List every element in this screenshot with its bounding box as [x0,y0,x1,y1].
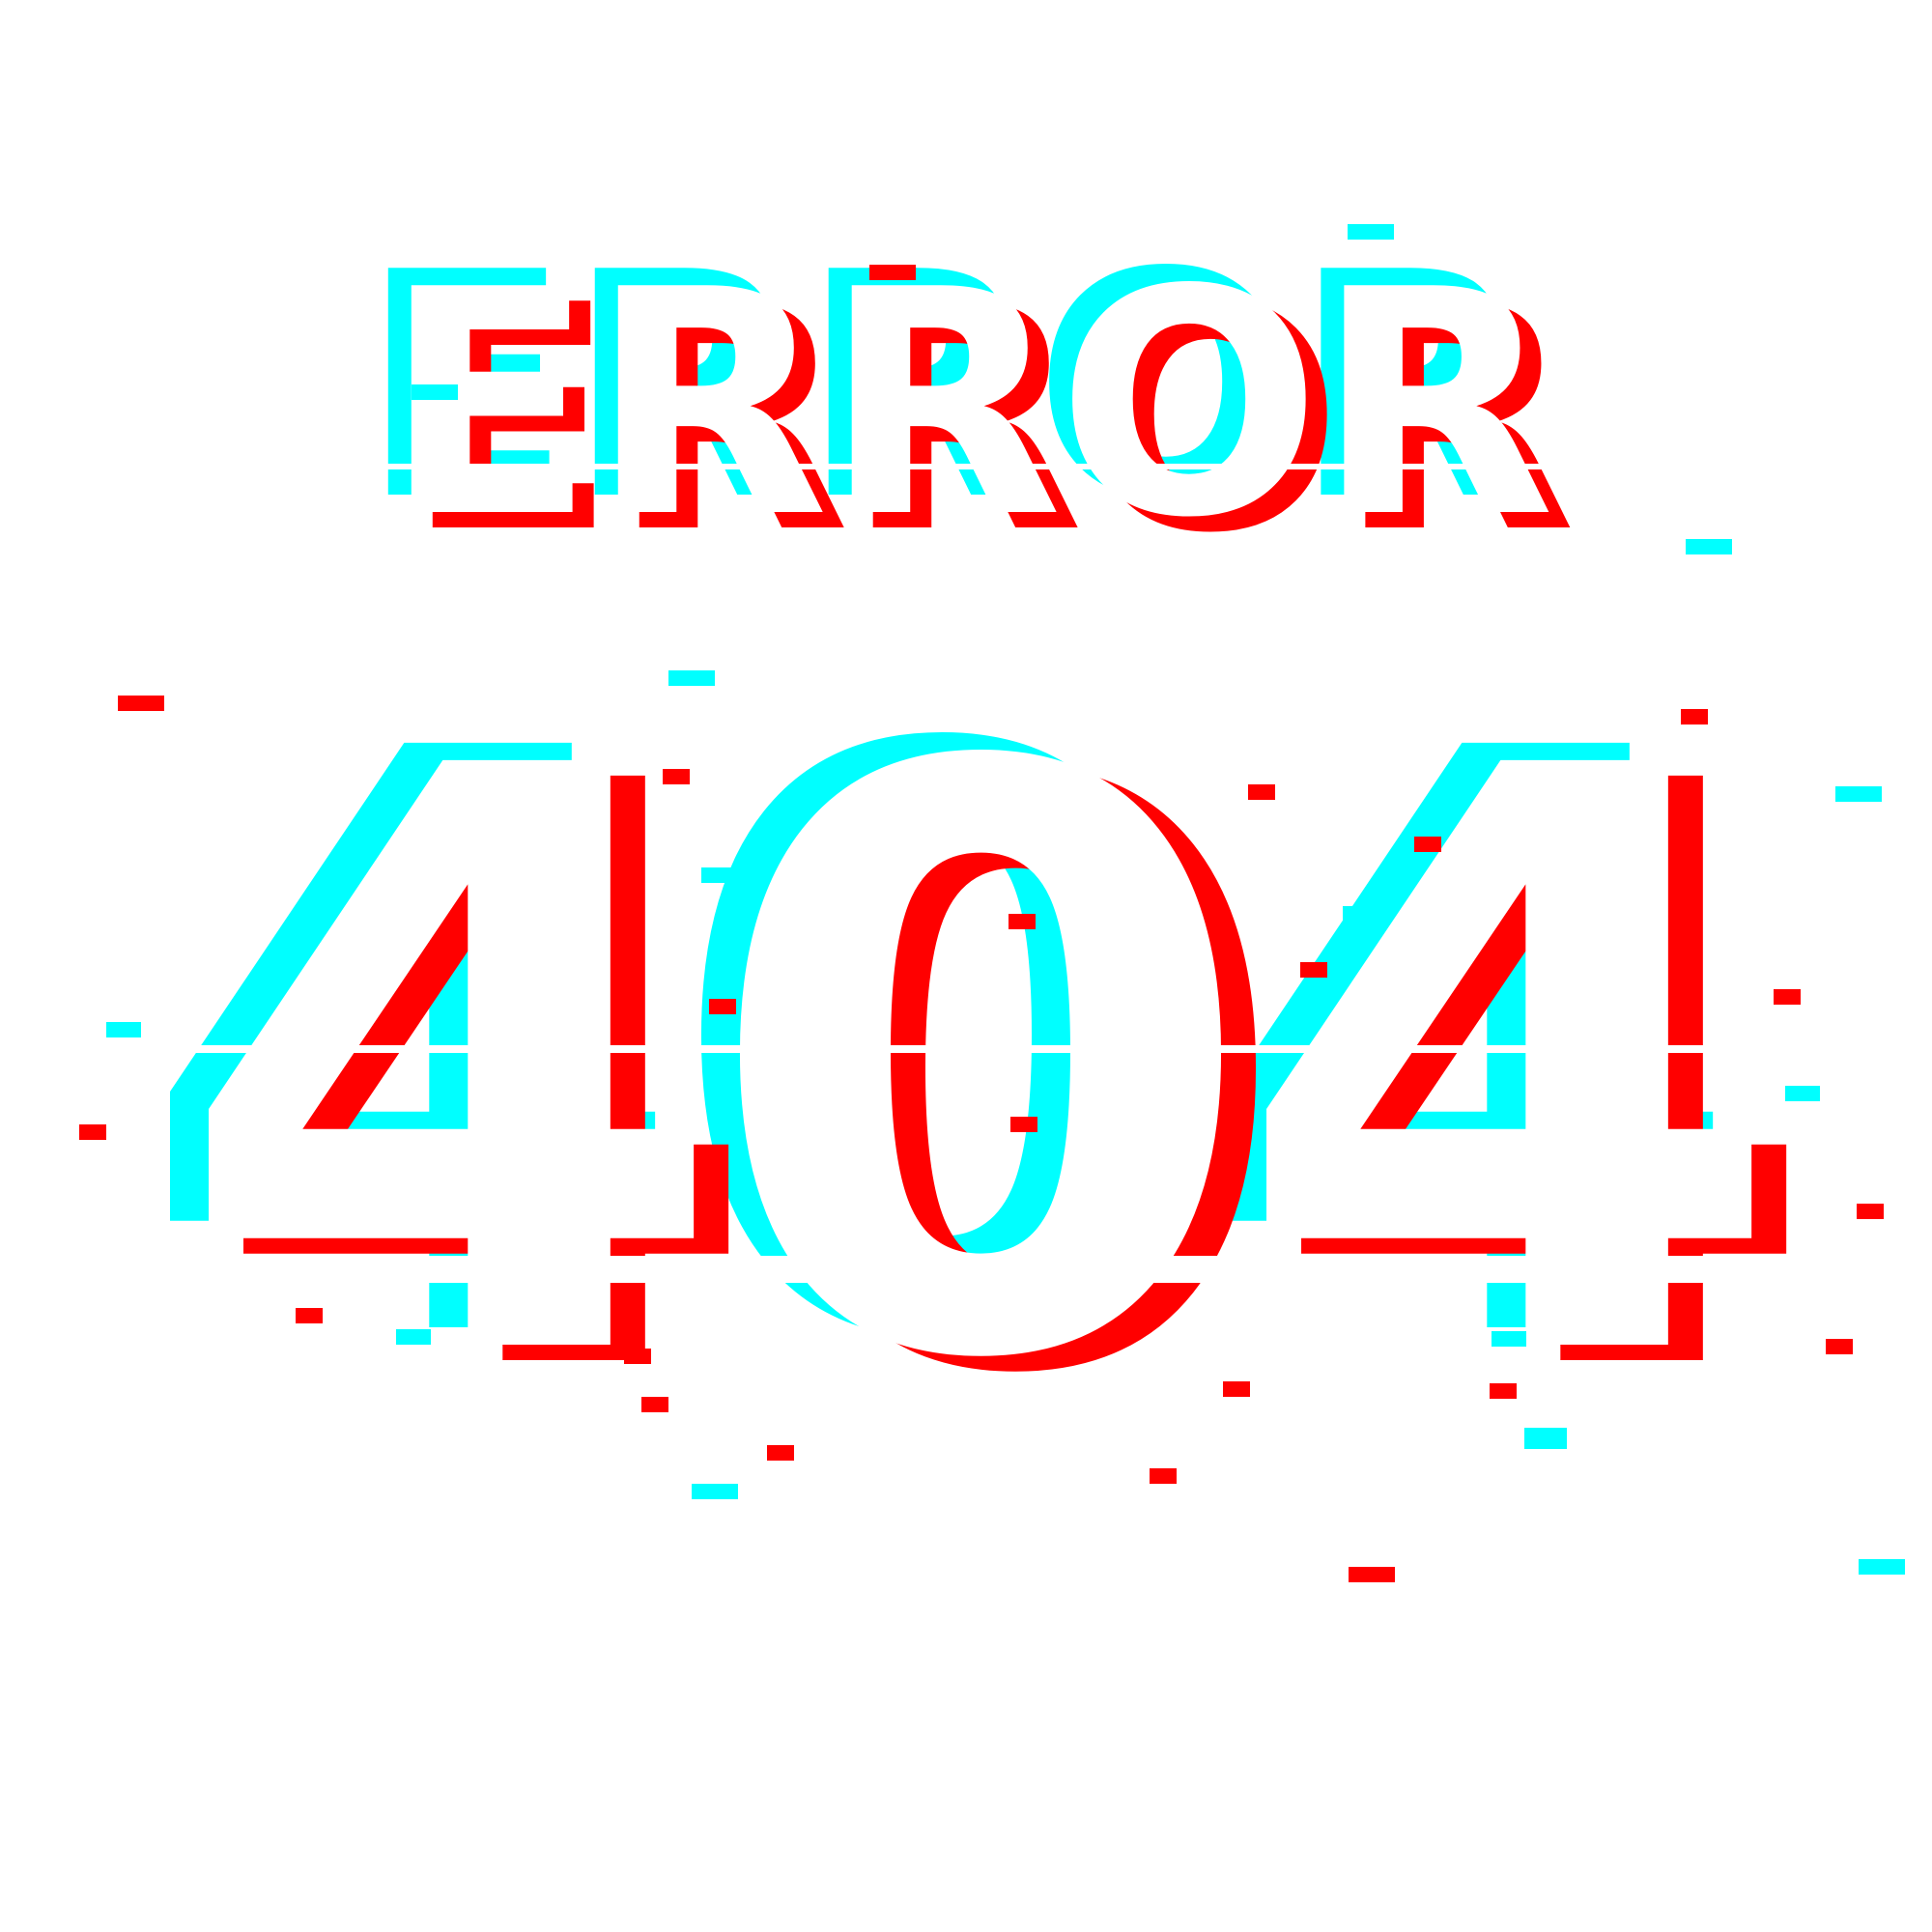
glitch-dash [641,1397,668,1412]
error-word: ERROR [383,223,1555,585]
glitch-dash [1774,989,1801,1005]
glitch-dash [624,1349,651,1364]
glitch-dash [106,1022,141,1037]
glitch-dash [709,999,736,1014]
glitch-dash [1857,1204,1884,1219]
glitch-dash [1300,962,1327,978]
glitch-dash [1343,906,1378,922]
glitch-dash [396,1329,431,1345]
glitch-dash [1681,709,1708,724]
glitch-dash [1686,539,1732,554]
glitch-dash [1492,1331,1526,1347]
glitch-dash [1223,1381,1250,1397]
error-code-red-layer: 404 [207,616,1824,1549]
glitch-dash [1349,1567,1395,1582]
glitch-dash [1010,1192,1045,1208]
glitch-slice [0,1045,1932,1053]
glitch-dash [79,1124,106,1140]
glitch-dash [296,1308,323,1323]
glitch-dash [412,384,458,400]
error-word-red-layer: ERROR [404,239,1577,601]
glitch-dash [668,670,715,686]
glitch-dash [767,1445,794,1461]
glitch-dash [1348,224,1394,240]
glitch-slice [0,1420,1932,1449]
glitch-dash [1248,784,1275,800]
glitch-slice [0,1256,1932,1283]
glitch-dash [869,265,916,280]
glitch-dash [663,769,690,784]
glitch-dash [1009,914,1036,929]
glitch-dash [692,1484,738,1499]
glitch-slice [0,464,1932,469]
glitch-dash [1835,786,1882,802]
glitch-dash [1785,1086,1820,1101]
glitch-dash [1150,1468,1177,1484]
glitch-dash [1414,837,1441,852]
error-word-cyan-layer: ERROR [359,206,1532,568]
glitch-dash [1010,1117,1037,1132]
glitch-dash [1490,1383,1517,1399]
glitch-dash [1859,1559,1905,1575]
error-code: 404 [172,601,1789,1534]
glitch-dash [1826,1339,1853,1354]
glitch-dash [118,696,164,711]
glitch-dash [701,867,736,883]
glitch-dash [1524,1428,1567,1449]
